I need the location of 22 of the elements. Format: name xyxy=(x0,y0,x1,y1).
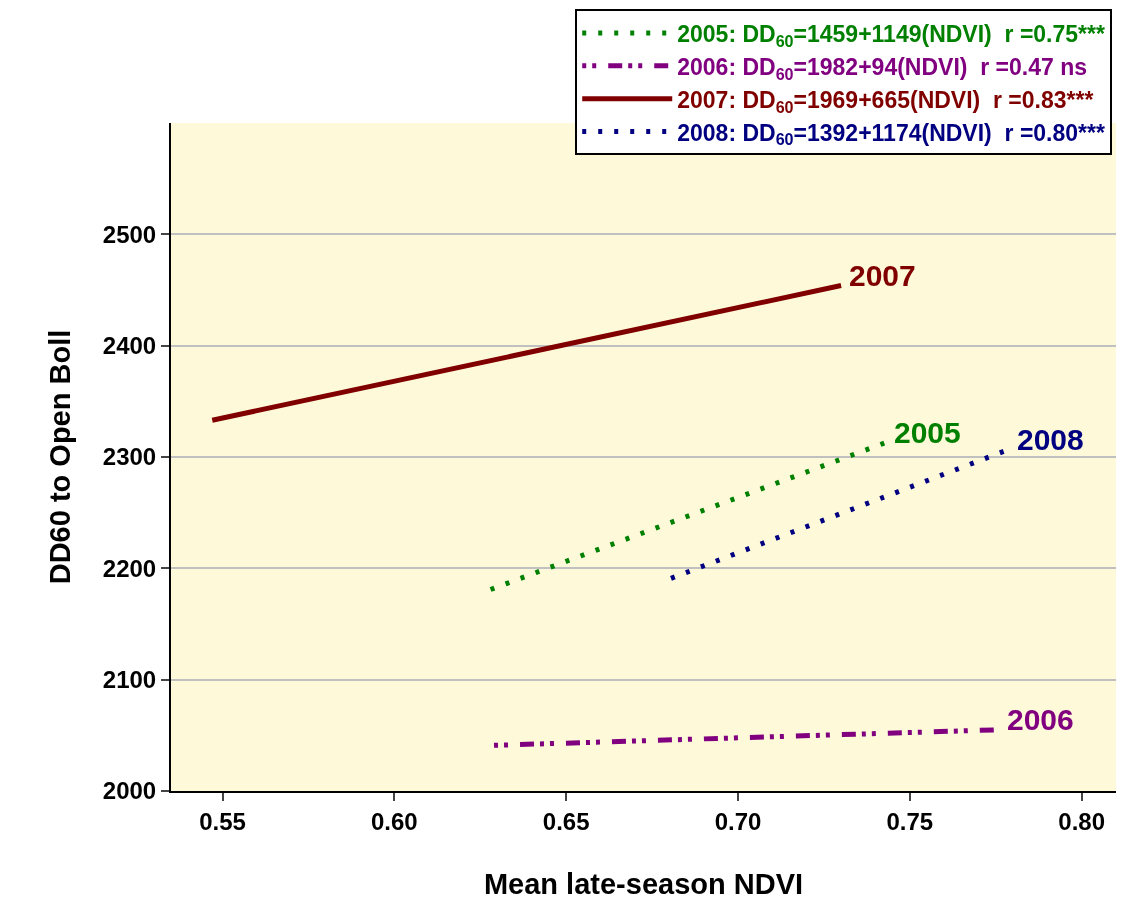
x-tick-label: 0.65 xyxy=(542,807,590,835)
x-tick-label: 0.55 xyxy=(199,807,246,835)
x-axis-title: Mean late-season NDVI xyxy=(483,868,804,901)
legend-label: 2006: DD$_{60}$=1982+94(NDVI) r =0.47 ns xyxy=(677,53,1087,83)
y-axis-title: DD60 to Open Boll xyxy=(43,329,76,585)
legend-label: 2008: DD$_{60}$=1392+1174(NDVI) r =0.80*** xyxy=(677,119,1105,149)
x-tick-label: 0.80 xyxy=(1058,807,1105,835)
y-tick-label: 2300 xyxy=(102,443,157,471)
annotation: 2005 xyxy=(894,416,961,449)
annotation: 2006 xyxy=(1007,703,1074,736)
y-tick-label: 2100 xyxy=(102,666,157,694)
y-tick-label: 2200 xyxy=(102,554,157,582)
x-tick-label: 0.60 xyxy=(371,807,418,835)
y-tick-label: 2400 xyxy=(102,332,157,360)
legend-label: 2005: DD$_{60}$=1459+1149(NDVI) r =0.75*** xyxy=(677,20,1105,50)
annotation: 2007 xyxy=(849,259,916,292)
x-tick-label: 0.75 xyxy=(886,807,934,835)
y-tick-label: 2000 xyxy=(102,777,157,805)
y-tick-label: 2500 xyxy=(102,220,157,248)
annotation: 2008 xyxy=(1017,423,1084,456)
legend-label: 2007: DD$_{60}$=1969+665(NDVI) r =0.83*** xyxy=(677,86,1094,116)
x-tick-label: 0.70 xyxy=(714,807,762,835)
